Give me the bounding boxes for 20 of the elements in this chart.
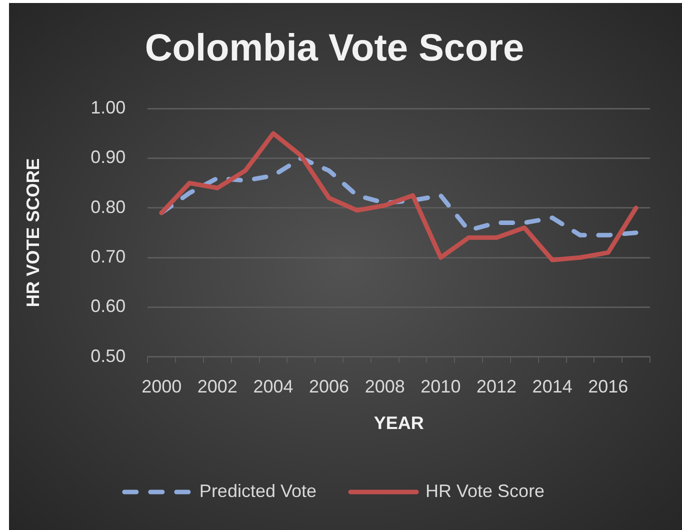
- y-tick-label: 0.50: [90, 346, 126, 366]
- x-tick-label: 2006: [309, 376, 350, 397]
- chart-title: Colombia Vote Score: [144, 27, 524, 70]
- x-axis-title: YEAR: [374, 413, 424, 434]
- y-axis-title: HR VOTE SCORE: [22, 158, 43, 308]
- legend-label: HR Vote Score: [426, 480, 545, 501]
- legend-label: Predicted Vote: [199, 480, 317, 501]
- x-tick-label: 2010: [420, 376, 461, 397]
- x-tick-label: 2016: [588, 376, 628, 397]
- x-tick-label: 2014: [532, 376, 572, 397]
- x-tick-label: 2002: [197, 376, 238, 397]
- y-tick-label: 0.70: [90, 246, 126, 266]
- x-tick-label: 2012: [476, 376, 517, 397]
- y-tick-label: 0.80: [90, 196, 126, 217]
- x-tick-label: 2000: [142, 376, 182, 397]
- x-tick-label: 2008: [364, 376, 405, 397]
- y-tick-label: 1.00: [90, 98, 126, 118]
- y-tick-label: 0.60: [90, 296, 126, 316]
- x-tick-label: 2004: [253, 376, 294, 397]
- y-tick-label: 0.90: [90, 147, 126, 168]
